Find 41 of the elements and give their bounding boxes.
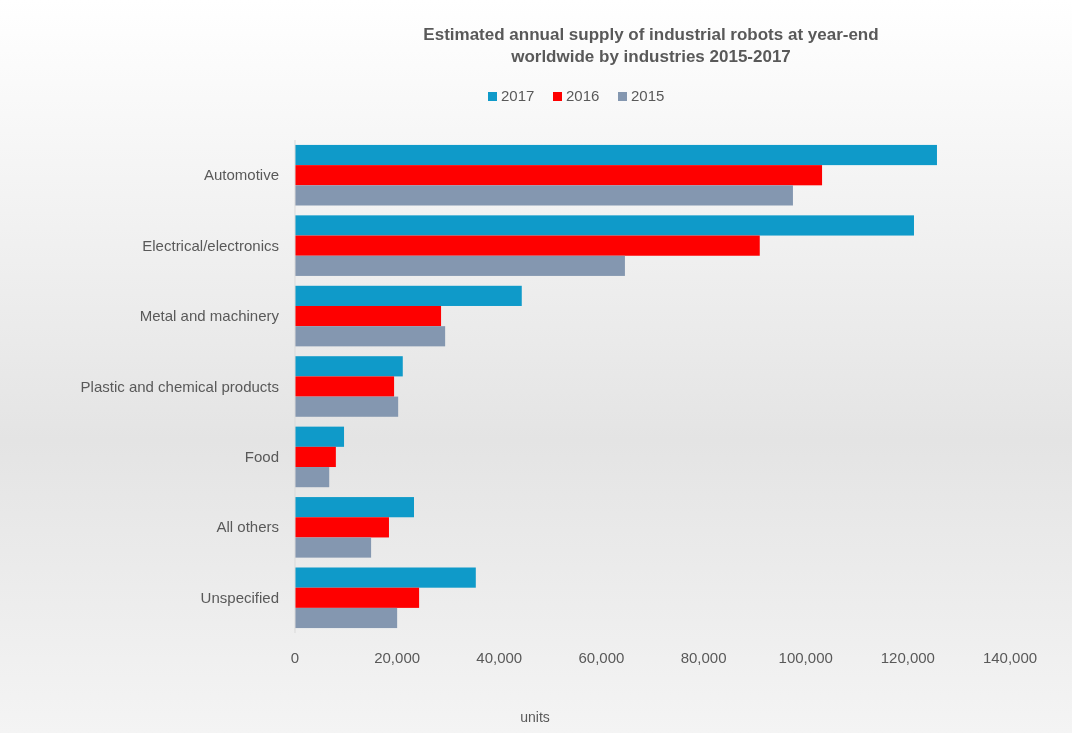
legend-label: 2017 [501,87,535,104]
bar [295,356,403,377]
bar [295,255,625,276]
bar [295,446,336,468]
legend-label: 2015 [631,87,665,104]
bar [295,165,823,186]
x-tick-label: 60,000 [578,649,625,666]
bar [295,607,398,629]
y-tick-label: Unspecified [200,588,279,606]
bar [295,467,330,488]
x-tick-label: 100,000 [778,649,833,666]
bar [295,396,399,417]
bar [295,376,395,397]
x-tick-label: 120,000 [880,649,935,666]
y-tick-label: Electrical/electronics [142,236,279,254]
x-axis-title: units [520,709,550,725]
chart-title: Estimated annual supply of industrial robots at year-end worldwide by industries 2015-2017 [423,25,879,66]
bar [295,326,446,347]
x-tick-label: 20,000 [374,649,421,666]
bar [295,215,914,236]
bar [295,305,442,327]
bar [295,426,345,447]
bar [295,517,389,538]
y-tick-label: Plastic and chemical products [80,377,279,395]
bar [295,285,522,306]
bar [295,235,760,256]
bar [295,497,414,518]
y-tick-label: Automotive [203,166,279,184]
bar [295,537,372,558]
x-tick-label: 140,000 [982,649,1038,666]
bar [295,144,937,166]
y-tick-label: All others [216,518,279,536]
x-tick-label: 40,000 [476,649,523,666]
x-tick-label: 0 [290,649,300,666]
y-tick-label: Metal and machinery [139,307,280,325]
bar [295,587,420,608]
bar [295,185,793,206]
legend-label: 2016 [566,87,600,104]
x-tick-label: 80,000 [680,649,727,666]
y-tick-label: Food [244,447,279,465]
bar [295,567,476,588]
